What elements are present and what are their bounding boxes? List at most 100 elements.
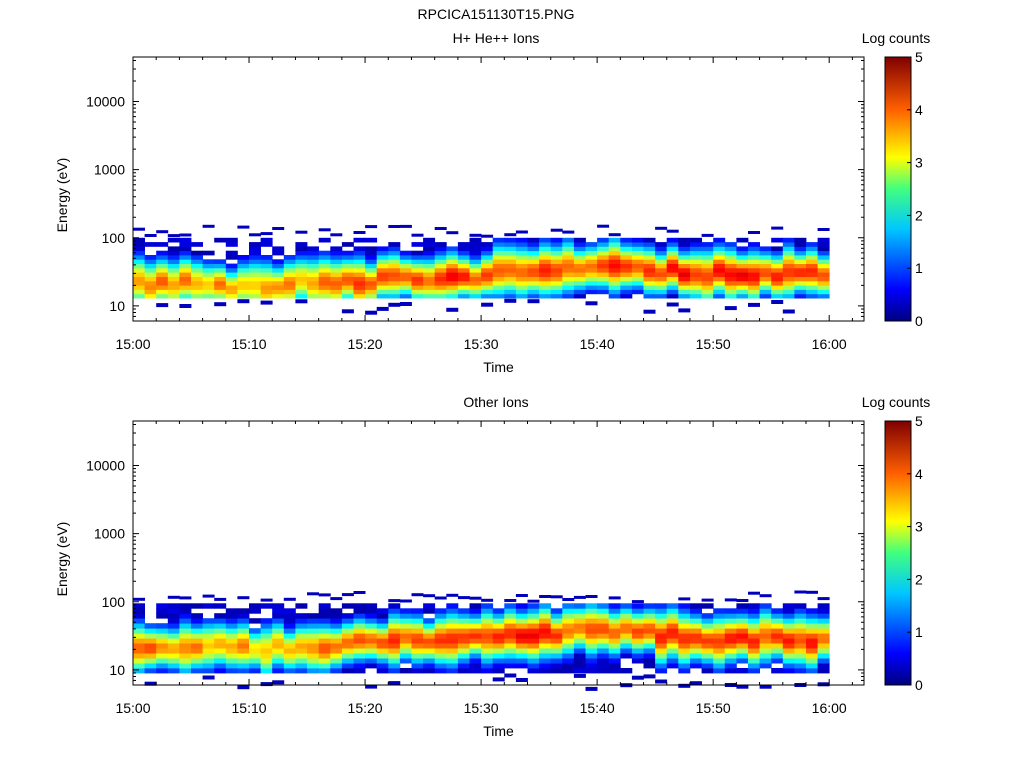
heatmap-cell (748, 242, 760, 247)
heatmap-cell (585, 276, 598, 282)
heatmap-cell (794, 250, 807, 256)
heatmap-cell (748, 643, 760, 649)
heatmap-cell (713, 242, 726, 247)
heatmap-cell (353, 285, 366, 290)
heatmap-cell (736, 263, 749, 269)
heatmap-cell (585, 686, 598, 691)
heatmap-cell (446, 608, 459, 614)
heatmap-cell (794, 638, 807, 644)
heatmap-cell (202, 272, 215, 277)
heatmap-cell (585, 658, 598, 664)
heatmap-cell (295, 285, 308, 290)
heatmap-cell (318, 603, 331, 609)
heatmap-cell (249, 608, 261, 614)
heatmap-cell (156, 276, 169, 282)
heatmap-cell (782, 250, 795, 256)
heatmap-cell (272, 289, 285, 295)
heatmap-cell (481, 242, 494, 247)
heatmap-cell (457, 653, 470, 659)
heatmap-cell (481, 267, 494, 273)
heatmap-cell (388, 658, 401, 664)
heatmap-cell (191, 613, 203, 619)
heatmap-cell (446, 603, 459, 609)
heatmap-cell (457, 663, 470, 669)
heatmap-cell (701, 259, 714, 264)
heatmap-cell (167, 276, 180, 282)
heatmap-cell (748, 633, 760, 639)
heatmap-cell (249, 658, 261, 664)
heatmap-cell (701, 289, 714, 295)
heatmap-cell (608, 250, 621, 256)
heatmap-cell (283, 259, 296, 264)
heatmap-cell (481, 623, 494, 629)
heatmap-cell (457, 246, 470, 252)
heatmap-cell (817, 638, 830, 644)
heatmap-cell (341, 648, 354, 654)
heatmap-cell (678, 285, 691, 290)
colorbar-tick-label: 0 (915, 313, 923, 329)
heatmap-cell (736, 285, 749, 290)
heatmap-cell (481, 263, 494, 269)
heatmap-cell (179, 289, 192, 295)
heatmap-cell (446, 293, 459, 299)
heatmap-cell (434, 633, 447, 639)
heatmap-cell (597, 276, 610, 282)
heatmap-cell (457, 280, 470, 286)
heatmap-cell (713, 623, 726, 629)
heatmap-cell (782, 628, 795, 634)
heatmap-cell (573, 633, 586, 639)
heatmap-cell (341, 309, 354, 314)
heatmap-cell (214, 259, 227, 264)
heatmap-cell (701, 246, 714, 252)
heatmap-cell (434, 658, 447, 664)
heatmap-cell (434, 255, 447, 260)
heatmap-cell (457, 643, 470, 649)
heatmap-cell (539, 285, 552, 290)
heatmap-cell (597, 633, 610, 639)
heatmap-cell (388, 628, 401, 634)
heatmap-cell (562, 280, 575, 286)
heatmap-cell (748, 618, 760, 624)
heatmap-cell (133, 242, 145, 247)
heatmap-cell (225, 280, 238, 286)
heatmap-cell (411, 593, 424, 597)
heatmap-cell (469, 242, 482, 247)
heatmap-cell (759, 653, 772, 659)
heatmap-cell (144, 289, 157, 295)
heatmap-cell (260, 598, 273, 602)
heatmap-cell (794, 663, 807, 669)
heatmap-cell (167, 285, 180, 290)
heatmap-cell (283, 618, 296, 624)
heatmap-cell (469, 618, 482, 624)
heatmap-cell (748, 246, 760, 252)
heatmap-cell (446, 618, 459, 624)
heatmap-cell (817, 633, 830, 639)
heatmap-cell (446, 663, 459, 669)
heatmap-cell (724, 623, 737, 629)
heatmap-cell (260, 272, 273, 277)
heatmap-cell (643, 618, 656, 624)
heatmap-cell (806, 628, 818, 634)
heatmap-cell (295, 648, 308, 654)
heatmap-cell (759, 255, 772, 260)
heatmap-cell (666, 628, 679, 634)
heatmap-cell (481, 638, 494, 644)
heatmap-cell (202, 638, 215, 644)
heatmap-cell (562, 246, 575, 252)
heatmap-cell (631, 250, 644, 256)
heatmap-cell (724, 255, 737, 260)
heatmap-cell (678, 618, 691, 624)
heatmap-cell (678, 633, 691, 639)
heatmap-cell (759, 633, 772, 639)
heatmap-cell (759, 250, 772, 256)
heatmap-cell (655, 289, 668, 295)
heatmap-cell (608, 618, 621, 624)
heatmap-cell (330, 653, 343, 659)
heatmap-cell (388, 289, 401, 295)
heatmap-cell (133, 618, 145, 624)
heatmap-cell (701, 658, 714, 664)
heatmap-cell (655, 679, 668, 684)
heatmap-cell (562, 603, 575, 609)
heatmap-cell (307, 289, 319, 295)
heatmap-cell (469, 623, 482, 629)
